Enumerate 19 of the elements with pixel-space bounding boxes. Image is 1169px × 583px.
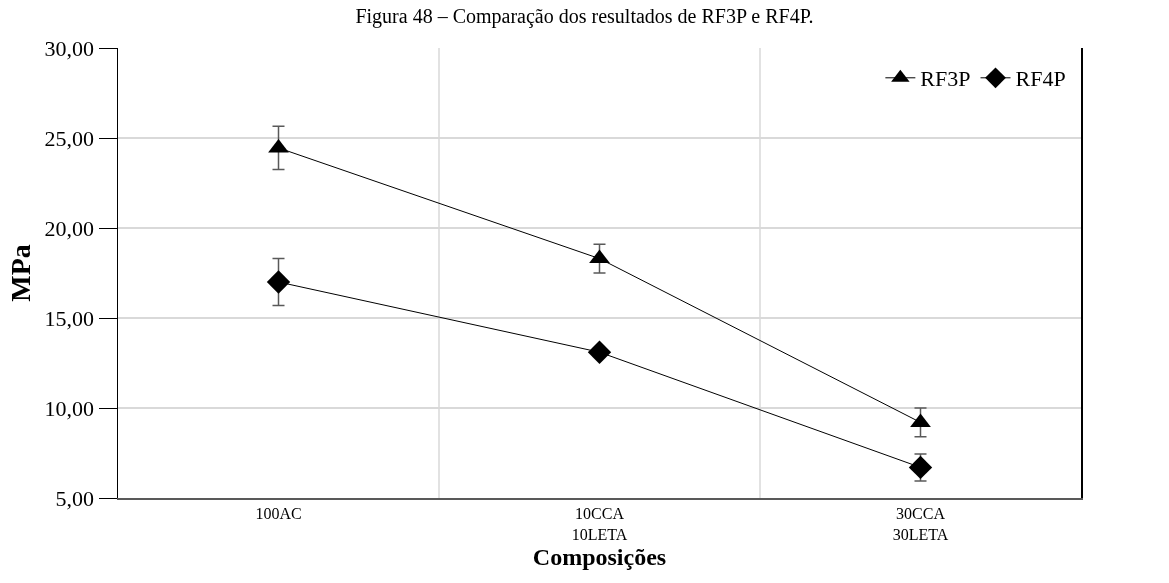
point [587,340,612,364]
x-axis-title: Composições [532,543,667,570]
y-tick-label: 20,00 [44,215,95,241]
point [266,270,291,294]
y-tick-label: 15,00 [44,305,95,331]
x-tick-label: 30CCA 30LETA [892,504,949,543]
point [908,455,933,480]
y-tick-label: 5,00 [55,485,95,511]
point [268,138,289,153]
x-tick-label: 100AC [255,504,302,522]
legend-label: RF3P [920,66,971,92]
y-axis-title: MPa [4,244,36,302]
y-tick-label: 25,00 [44,125,95,151]
x-tick-label: 10CCA 10LETA [571,504,628,543]
chart-title: Figura 48 – Comparação dos resultados de RF3P e RF4P. [355,4,814,28]
legend-label: RF4P [1015,66,1066,92]
point [589,249,610,264]
y-tick-label: 10,00 [44,395,95,421]
y-tick-label: 30,00 [44,35,95,61]
